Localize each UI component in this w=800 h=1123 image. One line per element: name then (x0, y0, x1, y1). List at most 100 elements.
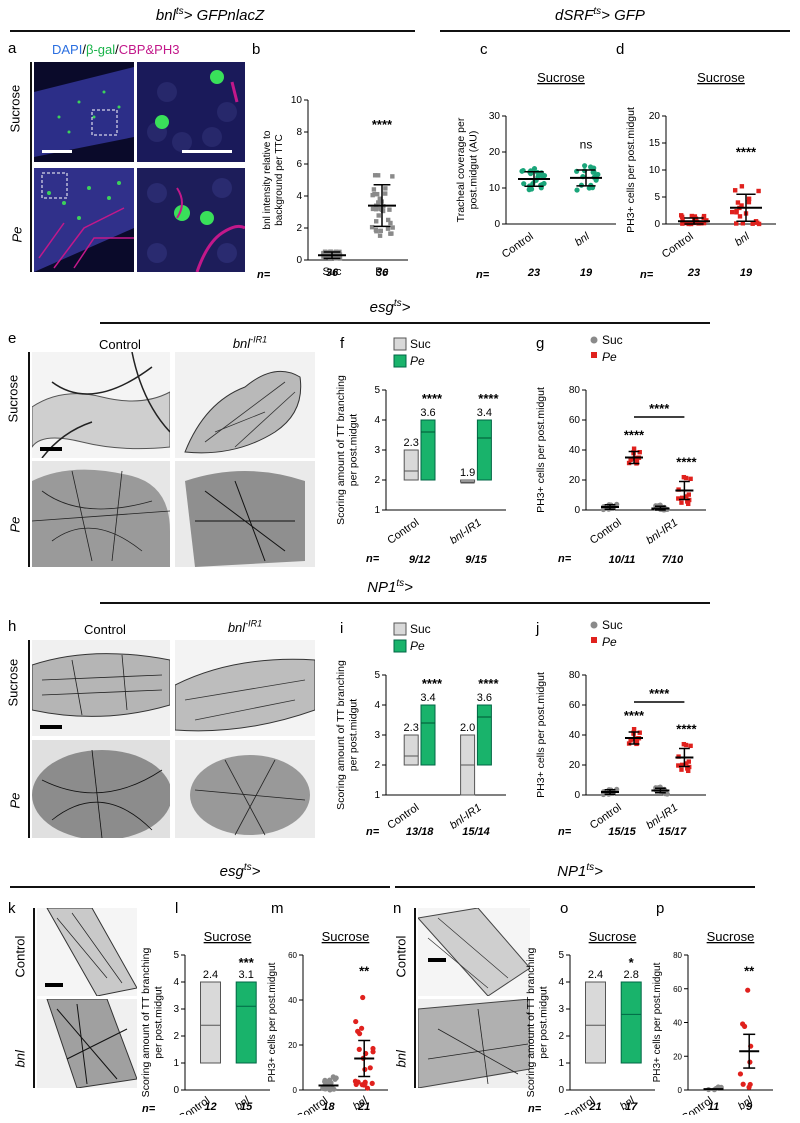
data-point (370, 1045, 376, 1052)
data-point (681, 474, 687, 480)
data-point (377, 196, 383, 201)
y-tick-label: 60 (569, 700, 581, 711)
data-point (737, 1071, 744, 1077)
data-point (521, 181, 527, 187)
data-point (739, 203, 744, 208)
chart-p: p 0 20 40 60 80 PH3+ cells per post.midgut Sucr… (652, 900, 773, 1115)
header-rule-esg (100, 322, 710, 324)
header-np1-bottom: NP1ts> (557, 862, 603, 880)
n-value: 15 (240, 1101, 253, 1113)
data-point (740, 221, 746, 226)
data-point (753, 219, 759, 224)
n-value: 23 (687, 267, 700, 279)
data-point (353, 1081, 359, 1087)
y-tick-label: 5 (374, 670, 380, 681)
data-point (745, 987, 751, 993)
panel-letter-h: h (8, 618, 17, 635)
x-tick-label: Control (500, 231, 536, 261)
data-point (322, 1079, 328, 1085)
y-tick-label: 40 (288, 996, 297, 1005)
n-value: 21 (357, 1101, 370, 1113)
data-point (375, 173, 381, 178)
y-tick-label: 60 (569, 415, 581, 426)
data-point (378, 206, 383, 212)
data-point (756, 188, 761, 194)
n-label-d: n= (640, 269, 654, 281)
panel-e-image-control-sucrose (32, 352, 170, 458)
data-point (688, 476, 693, 482)
legend-label-suc: Suc (410, 337, 431, 351)
data-point (321, 254, 326, 259)
y-tick-label: 20 (288, 1041, 297, 1050)
header-np1: NP1ts> (367, 578, 413, 596)
y-axis-label: PH3+ cells per post.midgut (535, 672, 547, 798)
panel-letter-o: o (560, 900, 568, 917)
y-tick-label: 0 (173, 1085, 179, 1096)
data-point (676, 763, 681, 768)
data-point (359, 1082, 365, 1088)
x-tick-label: bnl-IR1 (644, 517, 680, 547)
panel-n-image-control (418, 908, 530, 996)
data-point (739, 184, 745, 189)
data-point (737, 214, 743, 219)
y-tick-label: 4 (374, 415, 380, 426)
panel-letter-m: m (271, 900, 284, 917)
panel-e-image-bnl-sucrose (175, 352, 315, 458)
data-point (631, 726, 637, 732)
data-point (732, 188, 738, 193)
box-bar (460, 479, 476, 483)
y-tick-label: 8 (296, 127, 302, 138)
n-label-f: n= (366, 553, 380, 565)
x-tick-label: Control (660, 231, 696, 261)
panel-k-row-bnl: bnl (12, 1050, 28, 1068)
box-bar (476, 704, 492, 766)
value-label: 3.1 (239, 969, 254, 981)
y-tick-label: 2 (296, 223, 302, 234)
x-tick-label: Pe (375, 266, 388, 278)
data-point (369, 224, 375, 230)
y-tick-label: 80 (569, 670, 581, 681)
box-bar (476, 419, 492, 481)
chart-d: d 0 5 10 15 20 PH3+ cells per post.midgut Sucro… (616, 41, 776, 279)
data-point (385, 226, 391, 231)
panel-letter-a: a (8, 40, 17, 57)
data-point (359, 1025, 365, 1031)
data-point (387, 207, 392, 212)
stain-bgal: β-gal (85, 42, 116, 57)
y-tick-label: 4 (374, 700, 380, 711)
data-point (614, 501, 620, 507)
significance-label: *** (239, 955, 255, 970)
chart-title: Sucrose (697, 70, 745, 85)
value-label: 3.6 (477, 692, 492, 704)
data-point (686, 768, 691, 774)
n-value: 12 (204, 1101, 216, 1113)
y-tick-label: 15 (649, 138, 661, 149)
y-tick-label: 30 (489, 111, 501, 122)
panel-a-image-pe-zoom (137, 168, 245, 272)
y-axis-label: Scoring amount of TT branchingper post.m… (335, 375, 360, 525)
chart-b: b 0 2 4 6 8 10 bnl intensity relative tobackgro… (252, 41, 408, 279)
data-point (735, 200, 741, 205)
value-label: 2.3 (404, 722, 419, 734)
data-point (390, 174, 395, 179)
legend-label-suc: Suc (602, 333, 623, 347)
data-point (385, 217, 391, 223)
panel-letter-n: n (393, 900, 402, 917)
data-point (376, 200, 381, 205)
panel-e-row-sucrose: Sucrose (5, 374, 21, 423)
n-value: 36 (376, 267, 389, 279)
panel-letter-p: p (656, 900, 664, 917)
y-axis-label: PH3+ cells per post.midgut (267, 962, 278, 1082)
x-tick-label: Control (588, 517, 624, 547)
panel-a-image-sucrose-overview (34, 62, 134, 162)
box-bar (420, 704, 436, 766)
n-value: 9 (746, 1101, 753, 1113)
chart-j: j 0 20 40 60 80 PH3+ cells per post.midgut Suc P… (535, 618, 706, 838)
y-axis-label: PH3+ cells per post.midgut (625, 107, 637, 233)
significance-label: **** (649, 686, 670, 701)
data-point (329, 1086, 335, 1092)
panel-letter-e: e (8, 330, 17, 347)
x-tick-label: Control (385, 517, 421, 547)
legend-swatch-pe (393, 354, 407, 368)
y-axis-label: Tracheal coverage perpost.midgut (AU) (455, 117, 480, 222)
